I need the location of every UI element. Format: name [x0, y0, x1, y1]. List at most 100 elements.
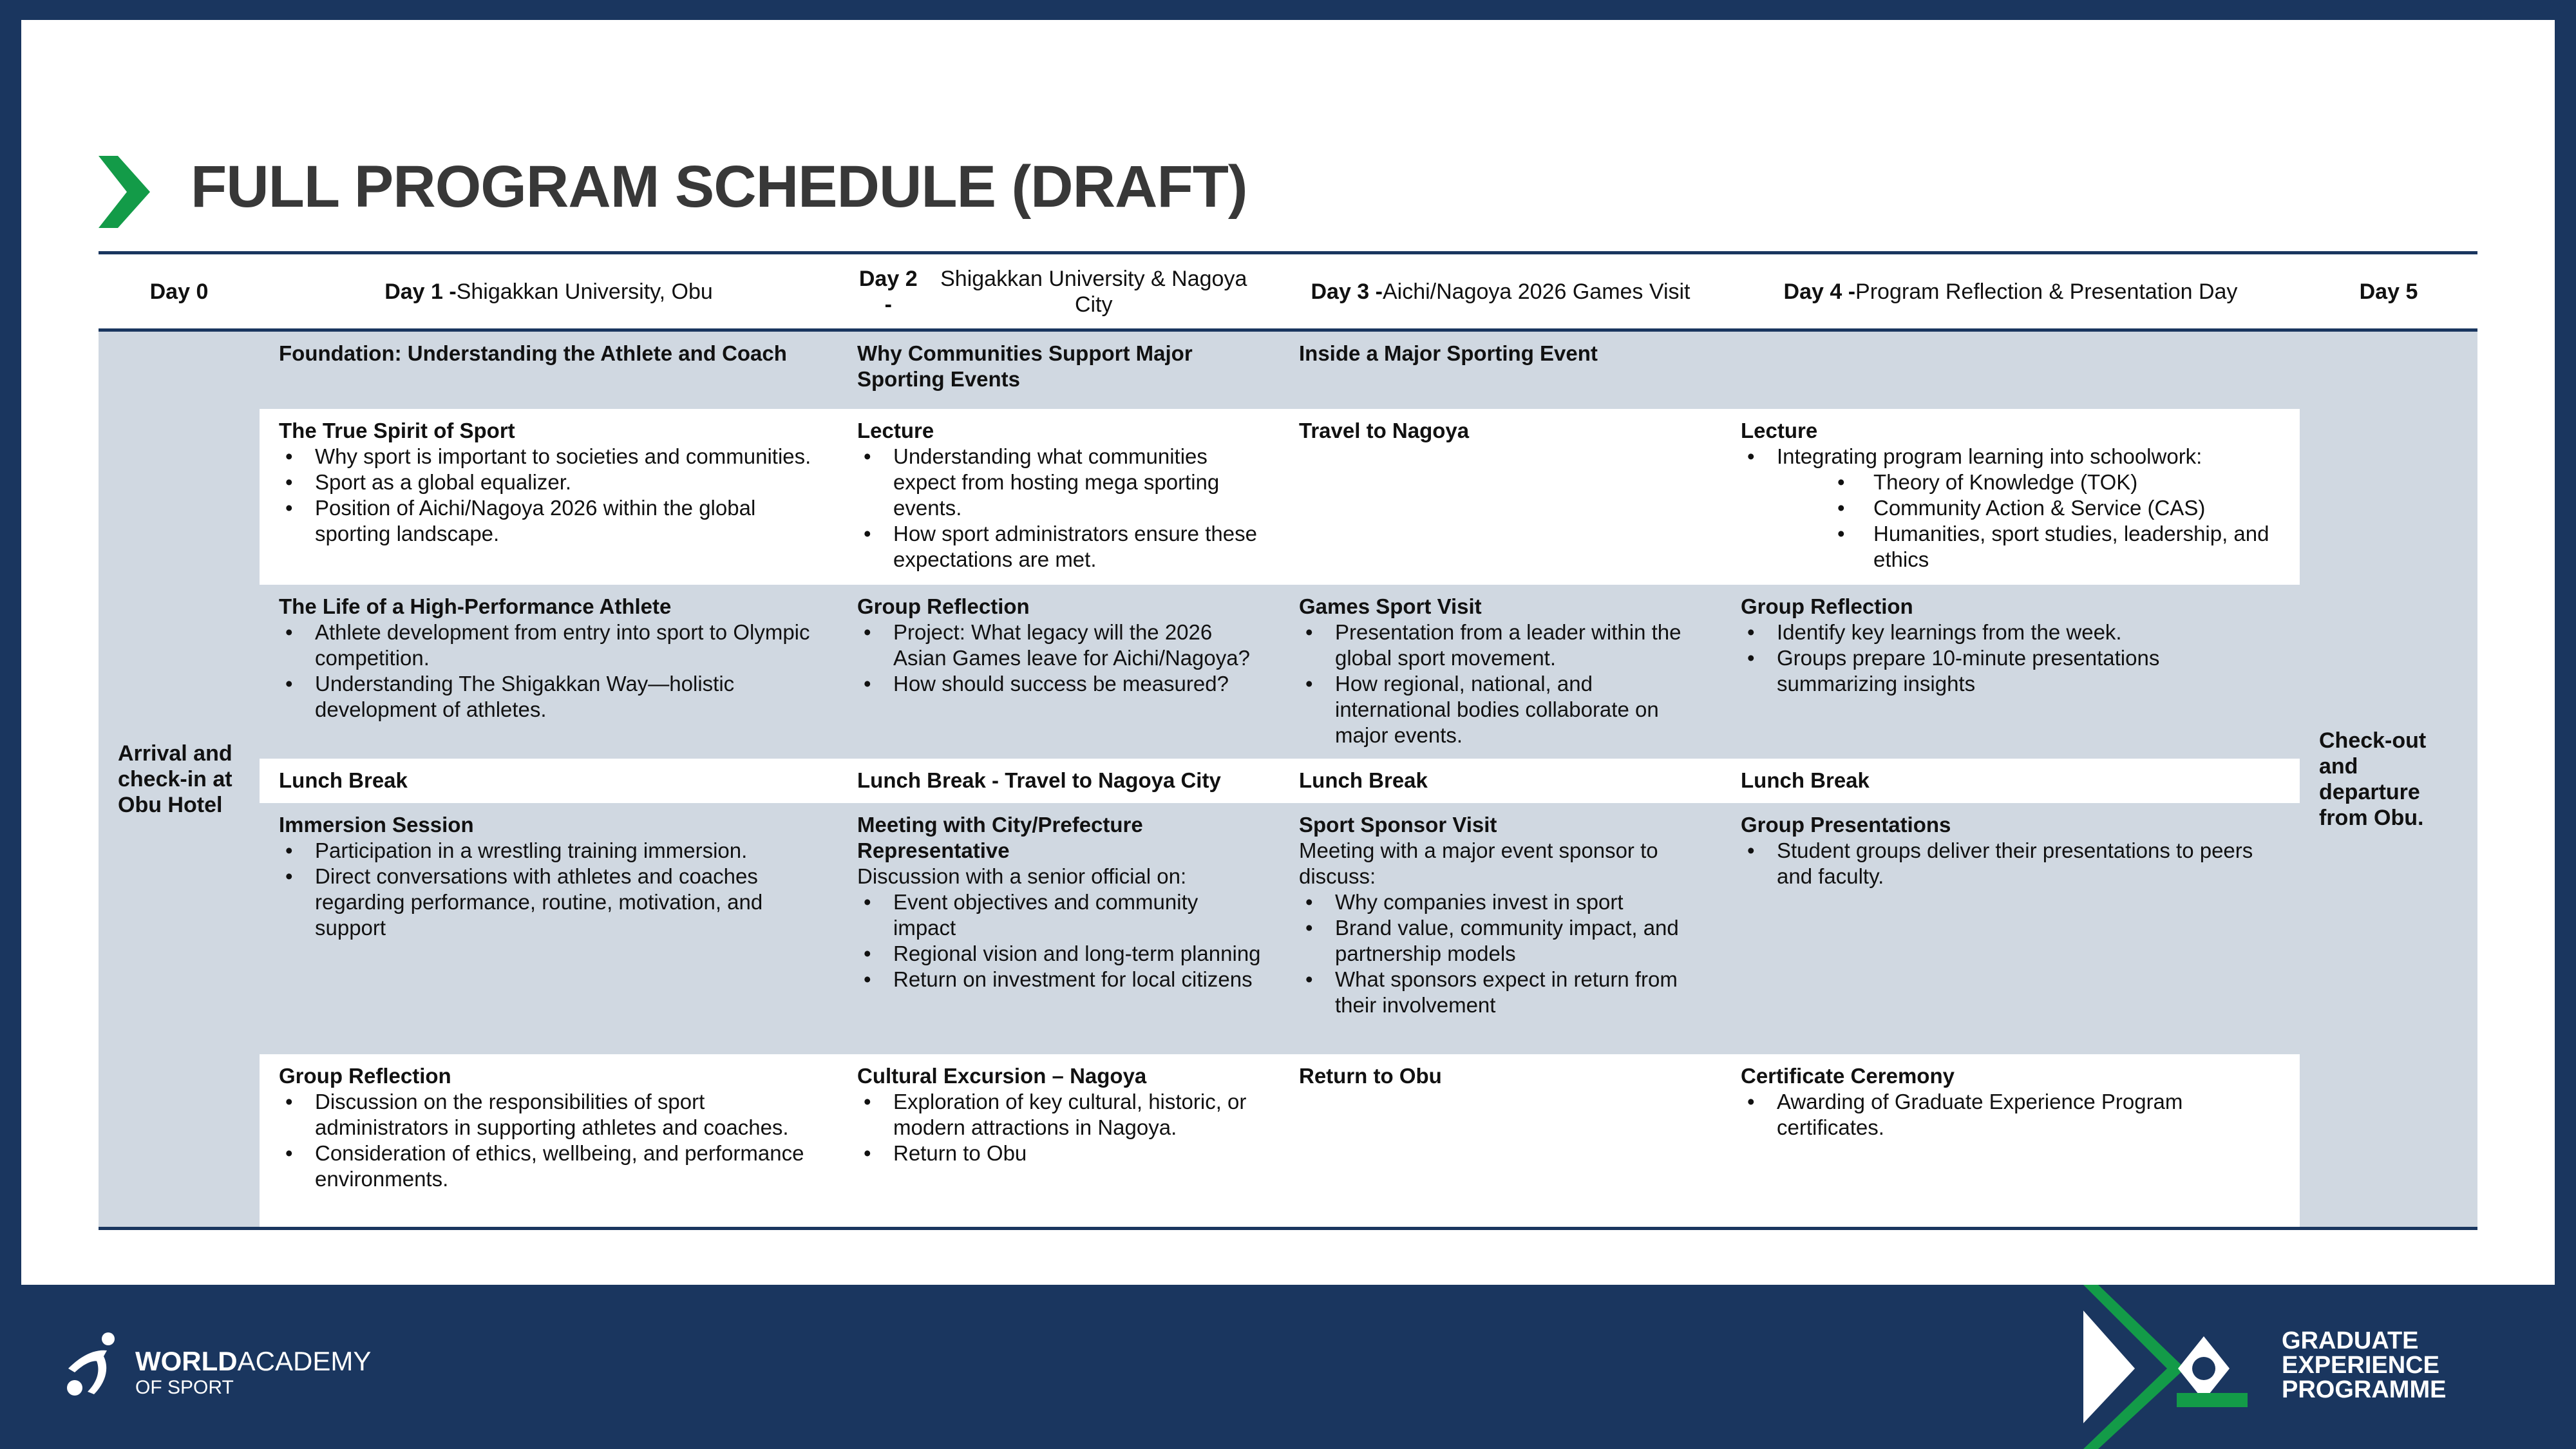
- header-day-location: Aichi/Nagoya 2026 Games Visit: [1382, 279, 1690, 304]
- bullet-text: Project: What legacy will the 2026 Asian…: [893, 620, 1250, 670]
- schedule-cell: Travel to Nagoya: [1280, 409, 1721, 585]
- bullet-item: Understanding The Shigakkan Way—holistic…: [285, 671, 820, 723]
- session-title: Meeting with City/Prefecture Representat…: [857, 813, 1143, 862]
- header-day-label: Day 0: [149, 279, 209, 304]
- header-day-label: Day 3 -: [1311, 279, 1383, 304]
- session-title: Why Communities Support Major Sporting E…: [857, 341, 1193, 391]
- session-title: Group Reflection: [857, 594, 1030, 618]
- session-title: Immersion Session: [279, 813, 474, 837]
- bullet-text: Sport as a global equalizer.: [315, 470, 572, 494]
- bullet-item: Why sport is important to societies and …: [285, 444, 820, 469]
- bullet-item: Athlete development from entry into spor…: [285, 620, 820, 671]
- session-title: Lecture: [857, 419, 934, 442]
- schedule-cell: Lunch Break - Travel to Nagoya City: [838, 759, 1280, 803]
- header-day-location: Shigakkan University, Obu: [456, 279, 713, 304]
- session-title: Sport Sponsor Visit: [1299, 813, 1497, 837]
- sub-bullet-item: Community Action & Service (CAS): [1837, 495, 2282, 521]
- bullet-item: Return on investment for local citizens: [864, 967, 1262, 992]
- schedule-cell: [1721, 332, 2300, 409]
- day0-cell: Arrival and check-in at Obu Hotel: [99, 332, 260, 1227]
- header-day-label: Day 1 -: [384, 279, 457, 304]
- bullet-item: Sport as a global equalizer.: [285, 469, 820, 495]
- session-title: Group Presentations: [1741, 813, 1951, 837]
- session-title: Group Reflection: [279, 1064, 451, 1088]
- session-title: Return to Obu: [1299, 1064, 1442, 1088]
- bullet-text: Understanding what communities expect fr…: [893, 444, 1220, 520]
- world-academy-sub: OF SPORT: [135, 1377, 234, 1398]
- session-title: The Life of a High-Performance Athlete: [279, 594, 672, 618]
- bullet-text: Presentation from a leader within the gl…: [1335, 620, 1681, 670]
- bullet-list: Awarding of Graduate Experience Program …: [1741, 1089, 2282, 1141]
- bullet-list: Exploration of key cultural, historic, o…: [857, 1089, 1262, 1166]
- session-title: Lunch Break: [1299, 768, 1428, 792]
- header-day-4: Day 4 - Program Reflection & Presentatio…: [1721, 254, 2300, 332]
- bullet-list: Presentation from a leader within the gl…: [1299, 620, 1703, 748]
- bullet-item: Project: What legacy will the 2026 Asian…: [864, 620, 1262, 671]
- bullet-item: Exploration of key cultural, historic, o…: [864, 1089, 1262, 1141]
- schedule-cell: Sport Sponsor Visit Meeting with a major …: [1280, 803, 1721, 1054]
- bullet-item: Brand value, community impact, and partn…: [1305, 915, 1703, 967]
- bullet-item: Participation in a wrestling training im…: [285, 838, 820, 864]
- bullet-text: Brand value, community impact, and partn…: [1335, 916, 1679, 965]
- schedule-cell: Why Communities Support Major Sporting E…: [838, 332, 1280, 409]
- session-title: The True Spirit of Sport: [279, 419, 515, 442]
- bullet-item: How sport administrators ensure these ex…: [864, 521, 1262, 573]
- bullet-text: Return on investment for local citizens: [893, 967, 1253, 991]
- chevron-icon: [99, 156, 150, 228]
- schedule-cell: LectureIntegrating program learning into…: [1721, 409, 2300, 585]
- session-title: Lunch Break: [1741, 768, 1870, 792]
- schedule-cell: Meeting with City/Prefecture Representat…: [838, 803, 1280, 1054]
- schedule-cell: Group ReflectionDiscussion on the respon…: [260, 1054, 838, 1227]
- bullet-text: How regional, national, and internationa…: [1335, 672, 1659, 747]
- session-title: Travel to Nagoya: [1299, 419, 1470, 442]
- bullet-text: Understanding The Shigakkan Way—holistic…: [315, 672, 735, 721]
- sub-bullet-list: Theory of Knowledge (TOK)Community Actio…: [1777, 469, 2282, 573]
- schedule-cell: Certificate CeremonyAwarding of Graduate…: [1721, 1054, 2300, 1227]
- header-day-2: Day 2 - Shigakkan University & Nagoya Ci…: [838, 254, 1280, 332]
- bullet-list: Identify key learnings from the week.Gro…: [1741, 620, 2282, 697]
- bullet-text: Groups prepare 10-minute presentations s…: [1777, 646, 2160, 696]
- session-title: Foundation: Understanding the Athlete an…: [279, 341, 787, 365]
- bullet-item: Understanding what communities expect fr…: [864, 444, 1262, 521]
- session-title: Certificate Ceremony: [1741, 1064, 1955, 1088]
- bullet-item: Consideration of ethics, wellbeing, and …: [285, 1141, 820, 1192]
- bullet-item: Position of Aichi/Nagoya 2026 within the…: [285, 495, 820, 547]
- schedule-cell: Immersion SessionParticipation in a wres…: [260, 803, 838, 1054]
- session-title: Inside a Major Sporting Event: [1299, 341, 1598, 365]
- bullet-text: Student groups deliver their presentatio…: [1777, 838, 2253, 888]
- bullet-text: Participation in a wrestling training im…: [315, 838, 748, 862]
- schedule-cell: Lunch Break: [1280, 759, 1721, 803]
- bullet-list: Event objectives and community impactReg…: [857, 889, 1262, 992]
- header-day-3: Day 3 - Aichi/Nagoya 2026 Games Visit: [1280, 254, 1721, 332]
- bullet-list: Discussion on the responsibilities of sp…: [279, 1089, 820, 1192]
- header-day-label: Day 5: [2359, 279, 2418, 304]
- bullet-text: Integrating program learning into school…: [1777, 444, 2202, 468]
- bullet-item: How should success be measured?: [864, 671, 1262, 697]
- bullet-item: Discussion on the responsibilities of sp…: [285, 1089, 820, 1141]
- sub-bullet-item: Theory of Knowledge (TOK): [1837, 469, 2282, 495]
- bullet-item: Why companies invest in sport: [1305, 889, 1703, 915]
- bullet-list: Participation in a wrestling training im…: [279, 838, 820, 941]
- sub-bullet-item: Humanities, sport studies, leadership, a…: [1837, 521, 2282, 573]
- bullet-text: What sponsors expect in return from thei…: [1335, 967, 1678, 1017]
- bullet-text: Exploration of key cultural, historic, o…: [893, 1090, 1247, 1139]
- schedule-cell: Lunch Break: [1721, 759, 2300, 803]
- schedule-cell: Lunch Break: [260, 759, 838, 803]
- header-day-location: Program Reflection & Presentation Day: [1855, 279, 2238, 304]
- bullet-item: Groups prepare 10-minute presentations s…: [1747, 645, 2282, 697]
- bullet-item: Event objectives and community impact: [864, 889, 1262, 941]
- schedule-cell: Group PresentationsStudent groups delive…: [1721, 803, 2300, 1054]
- graduate-experience-wordmark: GRADUATE EXPERIENCE PROGRAMME: [2282, 1327, 2447, 1403]
- bullet-item: Presentation from a leader within the gl…: [1305, 620, 1703, 671]
- world-academy-logo-icon: [67, 1332, 115, 1396]
- header-day-location: Shigakkan University & Nagoya City: [940, 266, 1247, 317]
- bullet-text: Athlete development from entry into spor…: [315, 620, 810, 670]
- bullet-item: Return to Obu: [864, 1141, 1262, 1166]
- bullet-text: Why companies invest in sport: [1335, 890, 1624, 914]
- bullet-text: How should success be measured?: [893, 672, 1229, 696]
- session-title: Cultural Excursion – Nagoya: [857, 1064, 1147, 1088]
- bullet-list: Athlete development from entry into spor…: [279, 620, 820, 723]
- bullet-list: Why companies invest in sportBrand value…: [1299, 889, 1703, 1018]
- bullet-list: Understanding what communities expect fr…: [857, 444, 1262, 573]
- header-day-label: Day 4 -: [1783, 279, 1856, 304]
